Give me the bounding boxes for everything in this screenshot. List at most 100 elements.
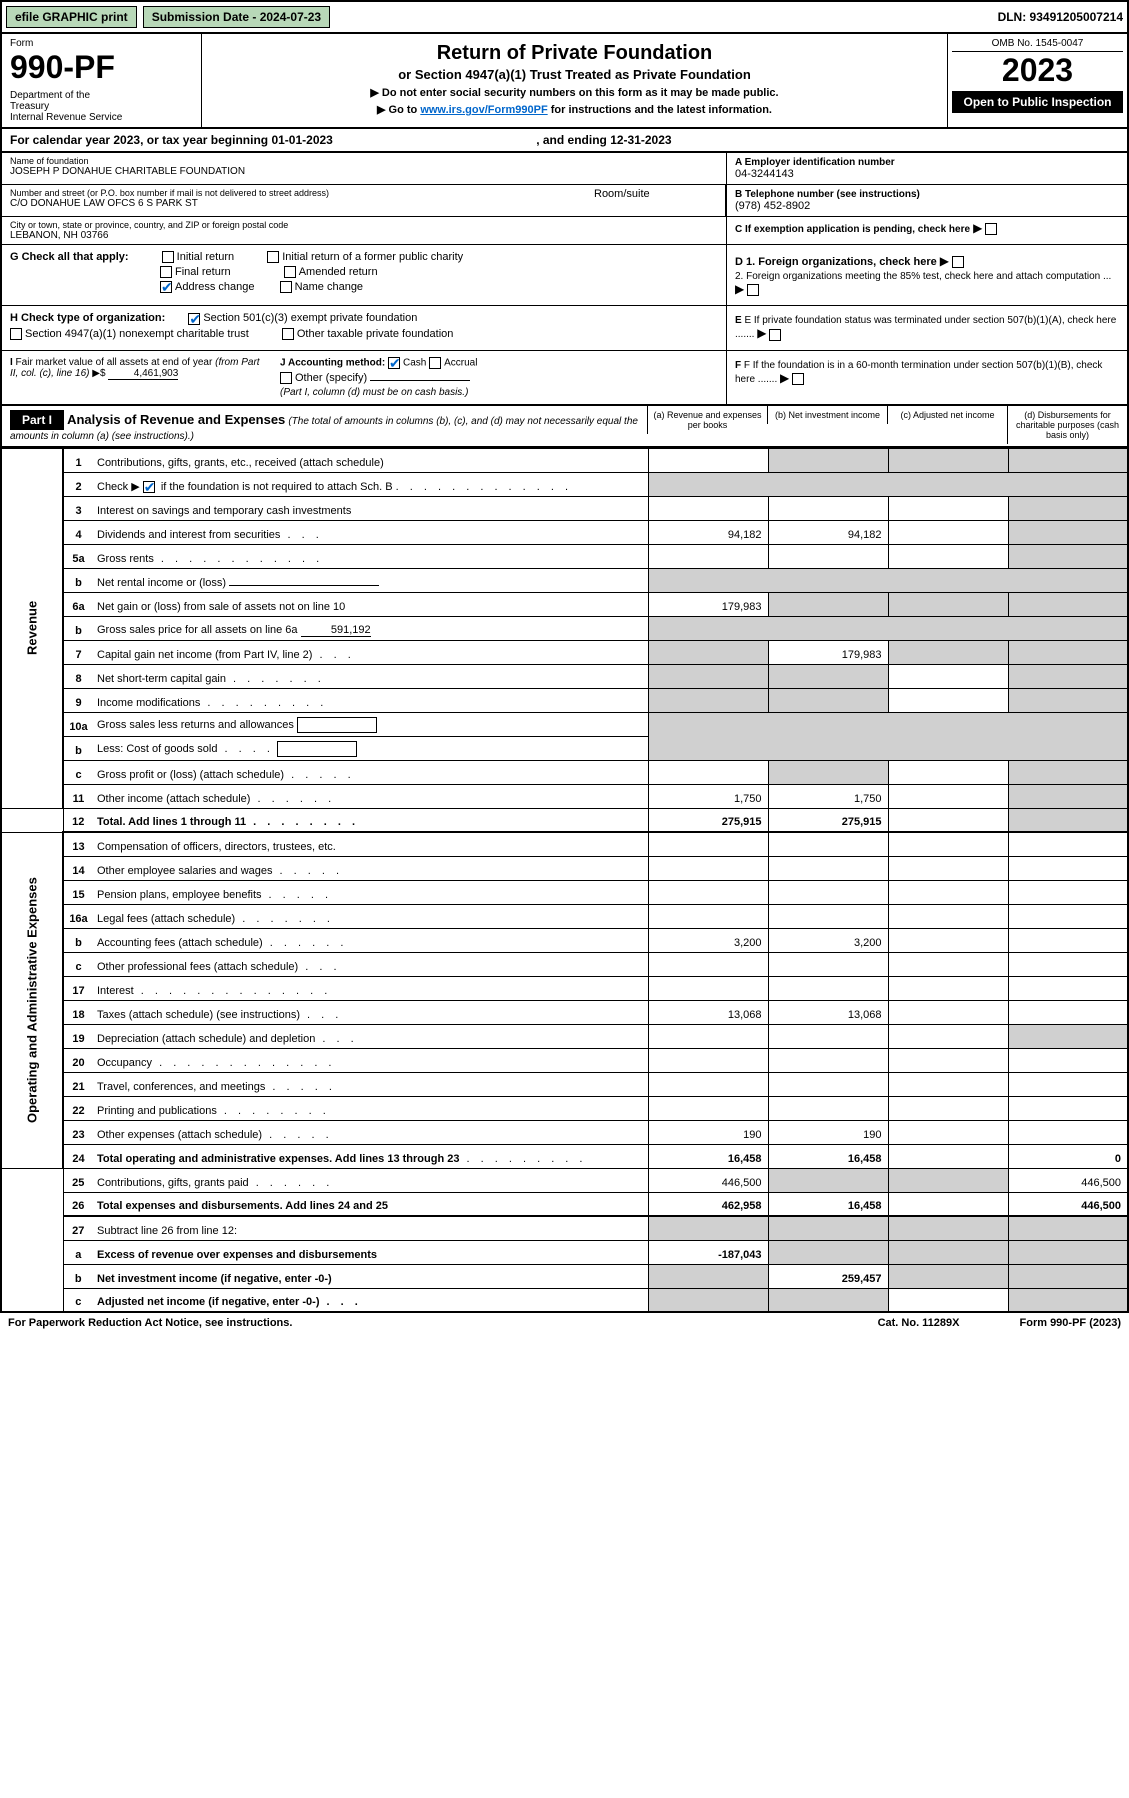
ein-cell: A Employer identification number 04-3244… <box>727 153 1127 184</box>
other-taxable-checkbox[interactable] <box>282 328 294 340</box>
revenue-side-label: Revenue <box>1 448 63 808</box>
address-cell: Number and street (or P.O. box number if… <box>2 185 586 216</box>
line-num: c <box>63 760 93 784</box>
j-label: J Accounting method: <box>280 357 385 368</box>
initial-return-label: Initial return <box>177 251 234 263</box>
amt-d: 0 <box>1008 1144 1128 1168</box>
table-row: 15 Pension plans, employee benefits . . … <box>1 880 1128 904</box>
goto-post: for instructions and the latest informat… <box>551 104 772 116</box>
tax-year: 2023 <box>952 52 1123 89</box>
amt-a: 462,958 <box>648 1192 768 1216</box>
efile-print-button[interactable]: efile GRAPHIC print <box>6 6 137 28</box>
line-desc: Less: Cost of goods sold . . . . <box>93 736 648 760</box>
d1-checkbox[interactable] <box>952 256 964 268</box>
initial-return-checkbox[interactable] <box>162 251 174 263</box>
ein-label: A Employer identification number <box>735 157 1119 168</box>
4947-checkbox[interactable] <box>10 328 22 340</box>
amt-b: 16,458 <box>768 1144 888 1168</box>
form-note-1: ▶ Do not enter social security numbers o… <box>210 86 939 99</box>
final-return-checkbox[interactable] <box>160 266 172 278</box>
line-desc: Taxes (attach schedule) (see instruction… <box>93 1000 648 1024</box>
table-row: 2 Check ▶ if the foundation is not requi… <box>1 472 1128 496</box>
cash-checkbox[interactable] <box>388 357 400 369</box>
line-desc: Occupancy . . . . . . . . . . . . . <box>93 1048 648 1072</box>
other-method-checkbox[interactable] <box>280 372 292 384</box>
line-num: 26 <box>63 1192 93 1216</box>
sch-b-checkbox[interactable] <box>143 481 155 493</box>
table-row: 6a Net gain or (loss) from sale of asset… <box>1 592 1128 616</box>
amt-a: 275,915 <box>648 808 768 832</box>
initial-former-checkbox[interactable] <box>267 251 279 263</box>
amt-b: 259,457 <box>768 1264 888 1288</box>
form-ref: Form 990-PF (2023) <box>1020 1317 1122 1329</box>
c-checkbox[interactable] <box>985 223 997 235</box>
form990pf-link[interactable]: www.irs.gov/Form990PF <box>420 104 547 116</box>
table-row: Revenue 1 Contributions, gifts, grants, … <box>1 448 1128 472</box>
table-row: 7 Capital gain net income (from Part IV,… <box>1 640 1128 664</box>
table-row: 27 Subtract line 26 from line 12: <box>1 1216 1128 1240</box>
phone-label: B Telephone number (see instructions) <box>735 189 1119 200</box>
g-d-row: G Check all that apply: Initial return I… <box>0 245 1129 306</box>
line-num: 7 <box>63 640 93 664</box>
phone-cell: B Telephone number (see instructions) (9… <box>727 185 1127 216</box>
table-row: c Gross profit or (loss) (attach schedul… <box>1 760 1128 784</box>
name-ein-row: Name of foundation JOSEPH P DONAHUE CHAR… <box>0 153 1129 185</box>
line-num: 19 <box>63 1024 93 1048</box>
f-checkbox[interactable] <box>792 373 804 385</box>
i-j-block: I Fair market value of all assets at end… <box>2 351 727 404</box>
accrual-checkbox[interactable] <box>429 357 441 369</box>
dln-label: DLN: 93491205007214 <box>998 10 1123 24</box>
d2-checkbox[interactable] <box>747 284 759 296</box>
line-desc: Adjusted net income (if negative, enter … <box>93 1288 648 1312</box>
line-num: 25 <box>63 1168 93 1192</box>
line-desc: Total expenses and disbursements. Add li… <box>93 1192 648 1216</box>
amended-return-checkbox[interactable] <box>284 266 296 278</box>
table-row: 12 Total. Add lines 1 through 11 . . . .… <box>1 808 1128 832</box>
arrow-icon: ▶ <box>757 326 766 340</box>
table-row: b Accounting fees (attach schedule) . . … <box>1 928 1128 952</box>
d1-label: D 1. Foreign organizations, check here <box>735 256 937 268</box>
city-label: City or town, state or province, country… <box>10 220 718 230</box>
department-label: Department of theTreasuryInternal Revenu… <box>10 90 193 123</box>
table-row: 20 Occupancy . . . . . . . . . . . . . <box>1 1048 1128 1072</box>
foundation-name-cell: Name of foundation JOSEPH P DONAHUE CHAR… <box>2 153 726 180</box>
line-num: 2 <box>63 472 93 496</box>
table-row: 11 Other income (attach schedule) . . . … <box>1 784 1128 808</box>
line-num: 27 <box>63 1216 93 1240</box>
501c3-checkbox[interactable] <box>188 313 200 325</box>
cat-no: Cat. No. 11289X <box>878 1317 960 1329</box>
table-row: 18 Taxes (attach schedule) (see instruct… <box>1 1000 1128 1024</box>
table-row: 19 Depreciation (attach schedule) and de… <box>1 1024 1128 1048</box>
ein-value: 04-3244143 <box>735 168 1119 180</box>
line-num: 17 <box>63 976 93 1000</box>
c-cell: C If exemption application is pending, c… <box>727 217 1127 244</box>
amt-a: -187,043 <box>648 1240 768 1264</box>
part1-header-row: Part I Analysis of Revenue and Expenses … <box>0 406 1129 448</box>
h-e-row: H Check type of organization: Section 50… <box>0 306 1129 350</box>
table-row: 25 Contributions, gifts, grants paid . .… <box>1 1168 1128 1192</box>
line-num: 14 <box>63 856 93 880</box>
part1-label: Part I <box>10 410 64 430</box>
line-num: 24 <box>63 1144 93 1168</box>
line-num: b <box>63 568 93 592</box>
line-desc: Total. Add lines 1 through 11 . . . . . … <box>93 808 648 832</box>
name-change-checkbox[interactable] <box>280 281 292 293</box>
e-checkbox[interactable] <box>769 329 781 341</box>
amt-b: 190 <box>768 1120 888 1144</box>
line-desc: Net investment income (if negative, ente… <box>93 1264 648 1288</box>
form-note-2: ▶ Go to www.irs.gov/Form990PF for instru… <box>210 103 939 116</box>
address-change-checkbox[interactable] <box>160 281 172 293</box>
table-row: 14 Other employee salaries and wages . .… <box>1 856 1128 880</box>
d2-label: 2. Foreign organizations meeting the 85%… <box>735 271 1111 282</box>
col-a-header: (a) Revenue and expenses per books <box>647 406 767 434</box>
line-desc: Legal fees (attach schedule) . . . . . .… <box>93 904 648 928</box>
line-desc: Gross sales less returns and allowances <box>93 712 648 736</box>
cash-label: Cash <box>403 357 426 368</box>
form-label: Form <box>10 38 193 49</box>
city-cell: City or town, state or province, country… <box>2 217 726 244</box>
arrow-icon: ▶ <box>735 282 744 296</box>
arrow-icon: ▶ <box>940 254 949 268</box>
cal-year-pre: For calendar year 2023, or tax year begi… <box>10 133 271 147</box>
top-bar: efile GRAPHIC print Submission Date - 20… <box>0 0 1129 34</box>
form-title: Return of Private Foundation <box>210 42 939 65</box>
